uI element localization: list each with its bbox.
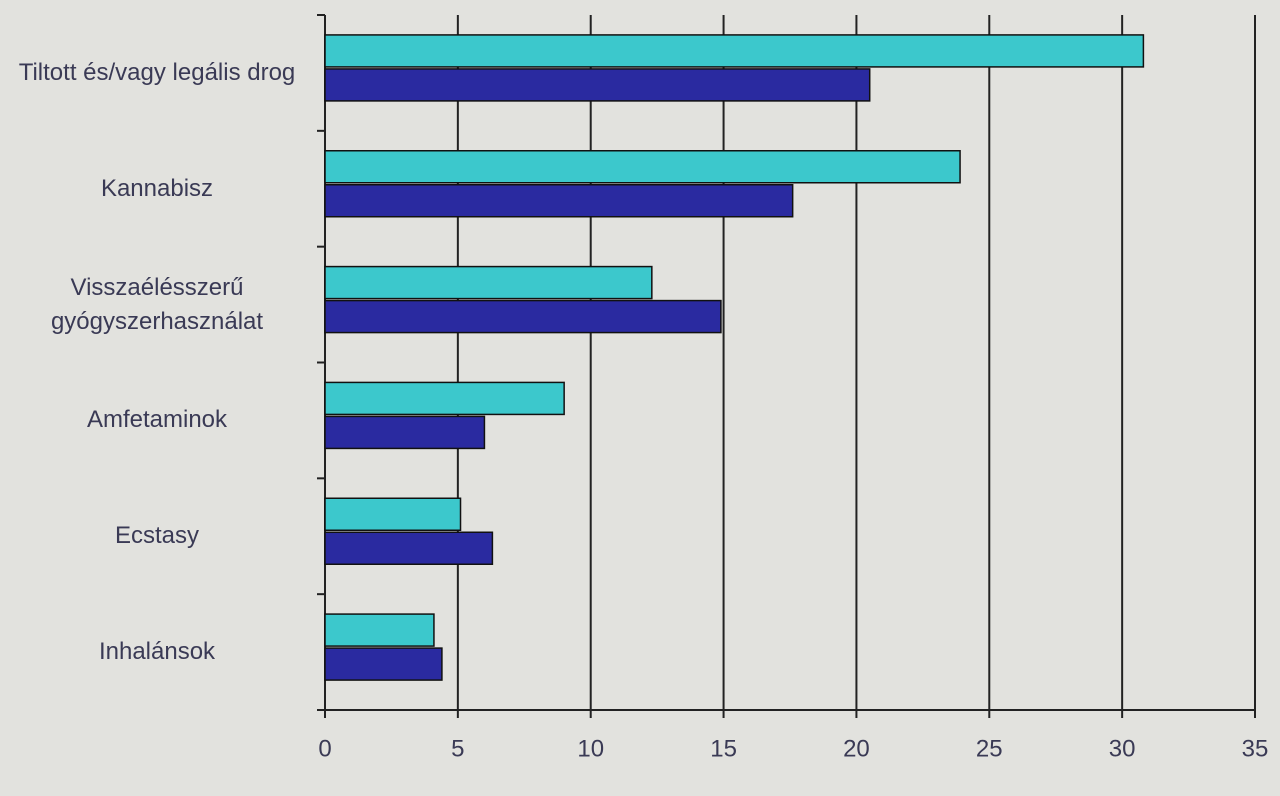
bar <box>324 34 1145 68</box>
category-label: Ecstasy <box>114 522 200 550</box>
category-label: Tiltott és/vagy legális drog <box>18 58 296 86</box>
bar <box>324 415 486 450</box>
bar <box>324 265 653 300</box>
bar <box>324 184 794 218</box>
x-tick-label: 10 <box>577 735 604 762</box>
bar <box>324 150 961 184</box>
bar <box>324 497 462 531</box>
x-tick-label: 0 <box>318 735 331 762</box>
x-tick-label: 15 <box>710 735 737 762</box>
category-label: Inhalánsok <box>98 638 216 666</box>
x-tick-label: 30 <box>1109 735 1136 762</box>
category-label: Kannabisz <box>100 174 214 202</box>
x-tick-label: 25 <box>976 735 1003 762</box>
bar <box>324 531 494 565</box>
bar <box>324 68 871 102</box>
bar <box>324 381 565 416</box>
bar <box>324 613 435 647</box>
x-tick-label: 5 <box>451 735 464 762</box>
bar <box>324 299 722 334</box>
bar <box>324 647 443 681</box>
category-label: Visszaélésszerű gyógyszerhasználat <box>50 273 264 335</box>
x-tick-label: 35 <box>1242 735 1269 762</box>
x-tick-label: 20 <box>843 735 870 762</box>
category-label: Amfetaminok <box>86 406 228 434</box>
